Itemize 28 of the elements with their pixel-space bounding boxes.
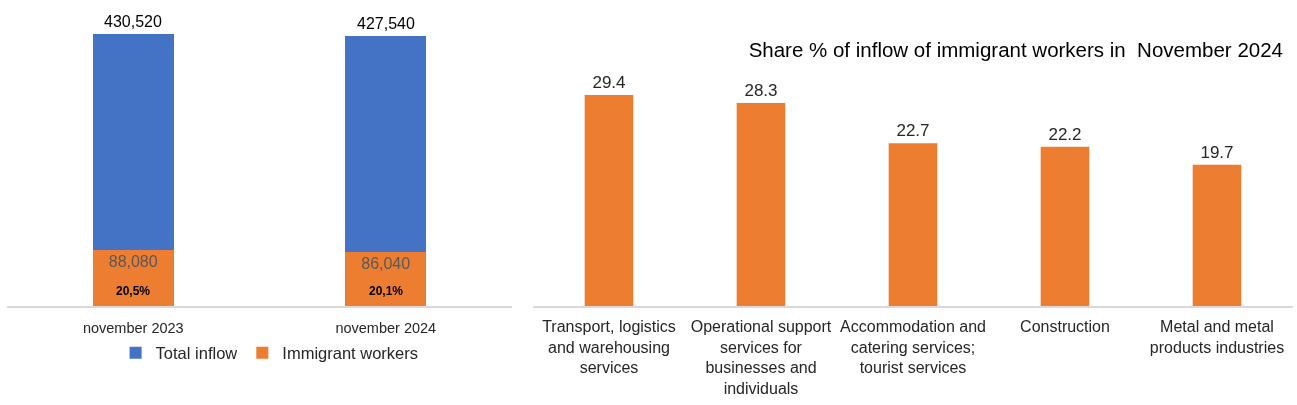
x-tick-label: november 2024	[335, 319, 437, 336]
x-tick-label: Metal and metal products industries	[1149, 317, 1285, 356]
bar	[584, 95, 634, 306]
total-label: 430,520	[104, 13, 162, 30]
legend-label: Total inflow	[155, 344, 238, 363]
bar	[888, 143, 938, 306]
bar	[92, 34, 174, 251]
bar	[736, 102, 786, 306]
legend-label: Immigrant workers	[282, 344, 419, 363]
chart-title: Share % of inflow of immigrant workers in November 2024	[748, 38, 1283, 62]
bar	[345, 35, 427, 252]
x-tick-label: november 2023	[82, 319, 184, 336]
data-label: 22.7	[896, 121, 930, 141]
annotation: 20,1%	[369, 284, 404, 298]
bar	[1040, 146, 1090, 306]
data-label: 28.3	[744, 80, 778, 100]
data-label: 19.7	[1200, 142, 1234, 162]
data-label: 86,040	[361, 254, 411, 272]
data-label: 29.4	[592, 73, 626, 93]
x-tick-label: Operational support services for businesses and individuals	[690, 317, 832, 398]
bar	[1192, 164, 1242, 306]
data-label: 22.2	[1048, 124, 1082, 144]
annotation: 20,5%	[116, 284, 151, 298]
x-tick-label: Accommodation and catering services; tourist services	[840, 317, 986, 377]
data-label: 88,080	[108, 253, 158, 271]
total-label: 427,540	[357, 15, 415, 32]
x-tick-label: Construction	[1020, 317, 1110, 335]
x-tick-label: Transport, logistics and warehousing services	[542, 317, 676, 377]
